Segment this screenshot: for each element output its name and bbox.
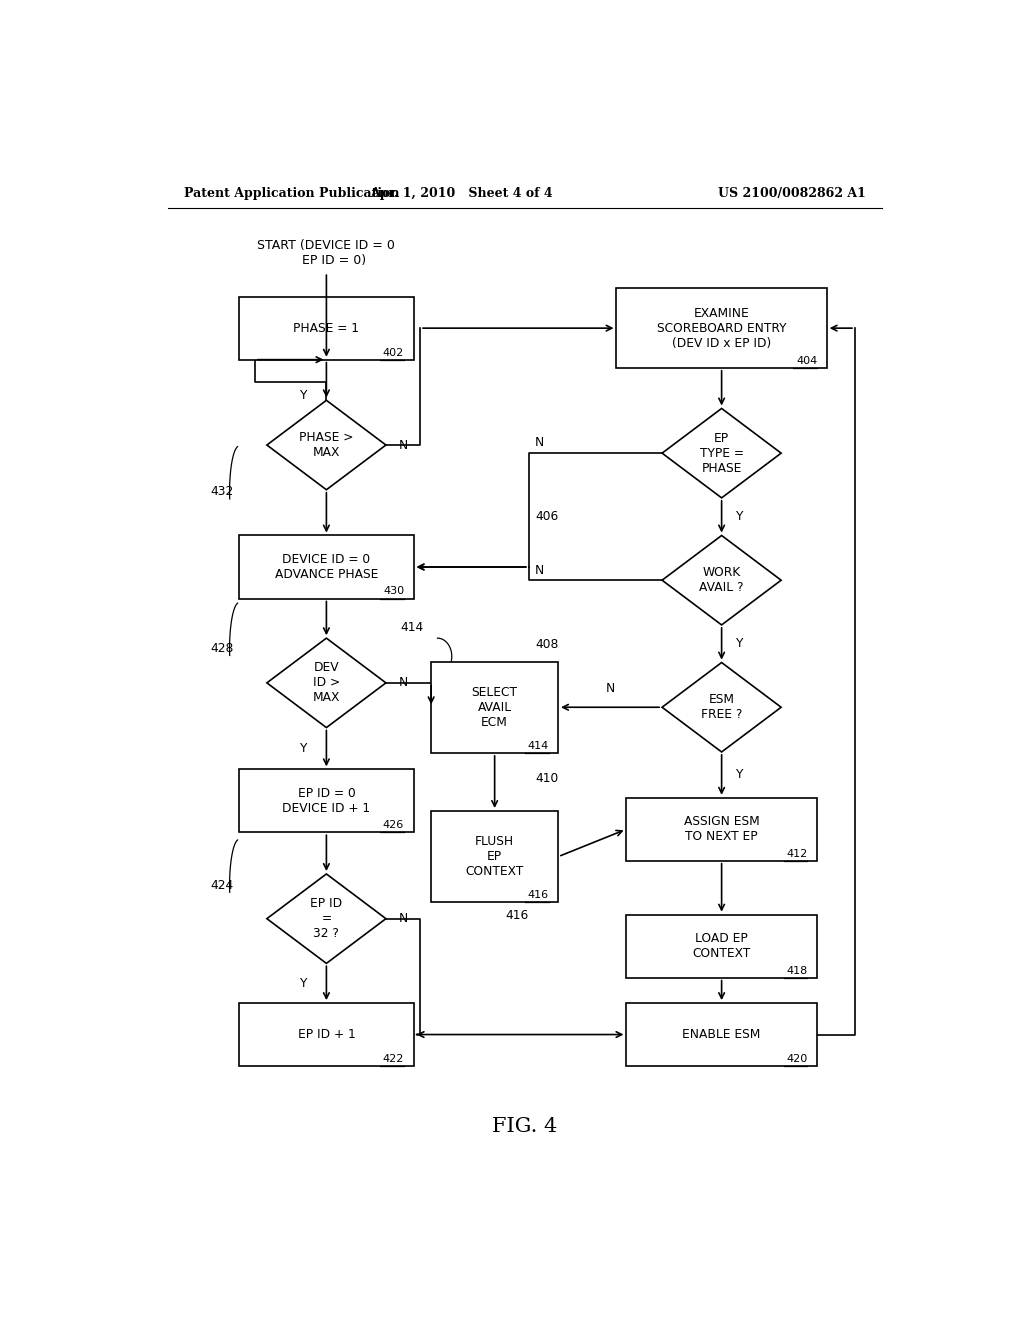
Text: N: N xyxy=(535,437,544,450)
Text: WORK
AVAIL ?: WORK AVAIL ? xyxy=(699,566,743,594)
Text: EP ID + 1: EP ID + 1 xyxy=(298,1028,355,1041)
Text: 426: 426 xyxy=(383,820,404,830)
Text: START (DEVICE ID = 0
    EP ID = 0): START (DEVICE ID = 0 EP ID = 0) xyxy=(257,239,395,267)
Bar xyxy=(240,770,414,833)
Text: SELECT
AVAIL
ECM: SELECT AVAIL ECM xyxy=(472,686,518,729)
Text: 402: 402 xyxy=(383,347,404,358)
Bar xyxy=(240,536,414,598)
Bar xyxy=(240,1003,414,1067)
Text: EP ID
=
32 ?: EP ID = 32 ? xyxy=(310,898,342,940)
Polygon shape xyxy=(267,400,386,490)
Text: Y: Y xyxy=(299,977,306,990)
Text: N: N xyxy=(398,676,408,689)
Text: 424: 424 xyxy=(210,879,233,891)
Text: US 2100/0082862 A1: US 2100/0082862 A1 xyxy=(718,187,866,201)
Text: Y: Y xyxy=(735,511,742,523)
Text: 418: 418 xyxy=(786,966,807,975)
Text: 412: 412 xyxy=(786,849,807,859)
Text: 420: 420 xyxy=(786,1053,807,1064)
Text: PHASE >
MAX: PHASE > MAX xyxy=(299,432,353,459)
Text: 408: 408 xyxy=(536,638,558,651)
Text: N: N xyxy=(398,912,408,925)
Text: DEVICE ID = 0
ADVANCE PHASE: DEVICE ID = 0 ADVANCE PHASE xyxy=(274,553,378,581)
Polygon shape xyxy=(663,536,781,624)
Text: EXAMINE
SCOREBOARD ENTRY
(DEV ID x EP ID): EXAMINE SCOREBOARD ENTRY (DEV ID x EP ID… xyxy=(656,306,786,350)
Text: Y: Y xyxy=(735,638,742,651)
Text: Y: Y xyxy=(299,388,306,401)
Bar xyxy=(627,915,817,978)
Text: 414: 414 xyxy=(400,622,423,635)
Bar xyxy=(240,297,414,359)
Text: FLUSH
EP
CONTEXT: FLUSH EP CONTEXT xyxy=(466,836,523,878)
Bar xyxy=(431,661,558,752)
Text: 406: 406 xyxy=(536,510,558,523)
Text: EP ID = 0
DEVICE ID + 1: EP ID = 0 DEVICE ID + 1 xyxy=(283,787,371,814)
Polygon shape xyxy=(663,408,781,498)
Text: 422: 422 xyxy=(383,1053,404,1064)
Text: 416: 416 xyxy=(527,891,549,900)
Text: N: N xyxy=(605,682,614,696)
Text: 416: 416 xyxy=(505,909,528,923)
Text: N: N xyxy=(535,564,544,577)
Text: Patent Application Publication: Patent Application Publication xyxy=(183,187,399,201)
Bar xyxy=(627,1003,817,1067)
Text: 410: 410 xyxy=(536,772,558,785)
Text: PHASE = 1: PHASE = 1 xyxy=(294,322,359,335)
Text: 428: 428 xyxy=(210,642,233,655)
Text: N: N xyxy=(398,438,408,451)
Text: ENABLE ESM: ENABLE ESM xyxy=(682,1028,761,1041)
Text: 404: 404 xyxy=(796,356,817,366)
Text: Y: Y xyxy=(735,768,742,781)
Polygon shape xyxy=(267,638,386,727)
Text: EP
TYPE =
PHASE: EP TYPE = PHASE xyxy=(699,432,743,475)
Text: FIG. 4: FIG. 4 xyxy=(493,1117,557,1135)
Text: LOAD EP
CONTEXT: LOAD EP CONTEXT xyxy=(692,932,751,960)
Text: Apr. 1, 2010   Sheet 4 of 4: Apr. 1, 2010 Sheet 4 of 4 xyxy=(370,187,553,201)
Text: ESM
FREE ?: ESM FREE ? xyxy=(700,693,742,721)
Text: 432: 432 xyxy=(210,486,233,498)
Text: ASSIGN ESM
TO NEXT EP: ASSIGN ESM TO NEXT EP xyxy=(684,816,760,843)
Text: DEV
ID >
MAX: DEV ID > MAX xyxy=(312,661,340,705)
Bar xyxy=(616,289,826,368)
Polygon shape xyxy=(663,663,781,752)
Polygon shape xyxy=(267,874,386,964)
Bar xyxy=(627,797,817,861)
Text: 414: 414 xyxy=(527,741,549,751)
Bar xyxy=(431,810,558,903)
Text: 430: 430 xyxy=(383,586,404,597)
Text: Y: Y xyxy=(299,742,306,755)
